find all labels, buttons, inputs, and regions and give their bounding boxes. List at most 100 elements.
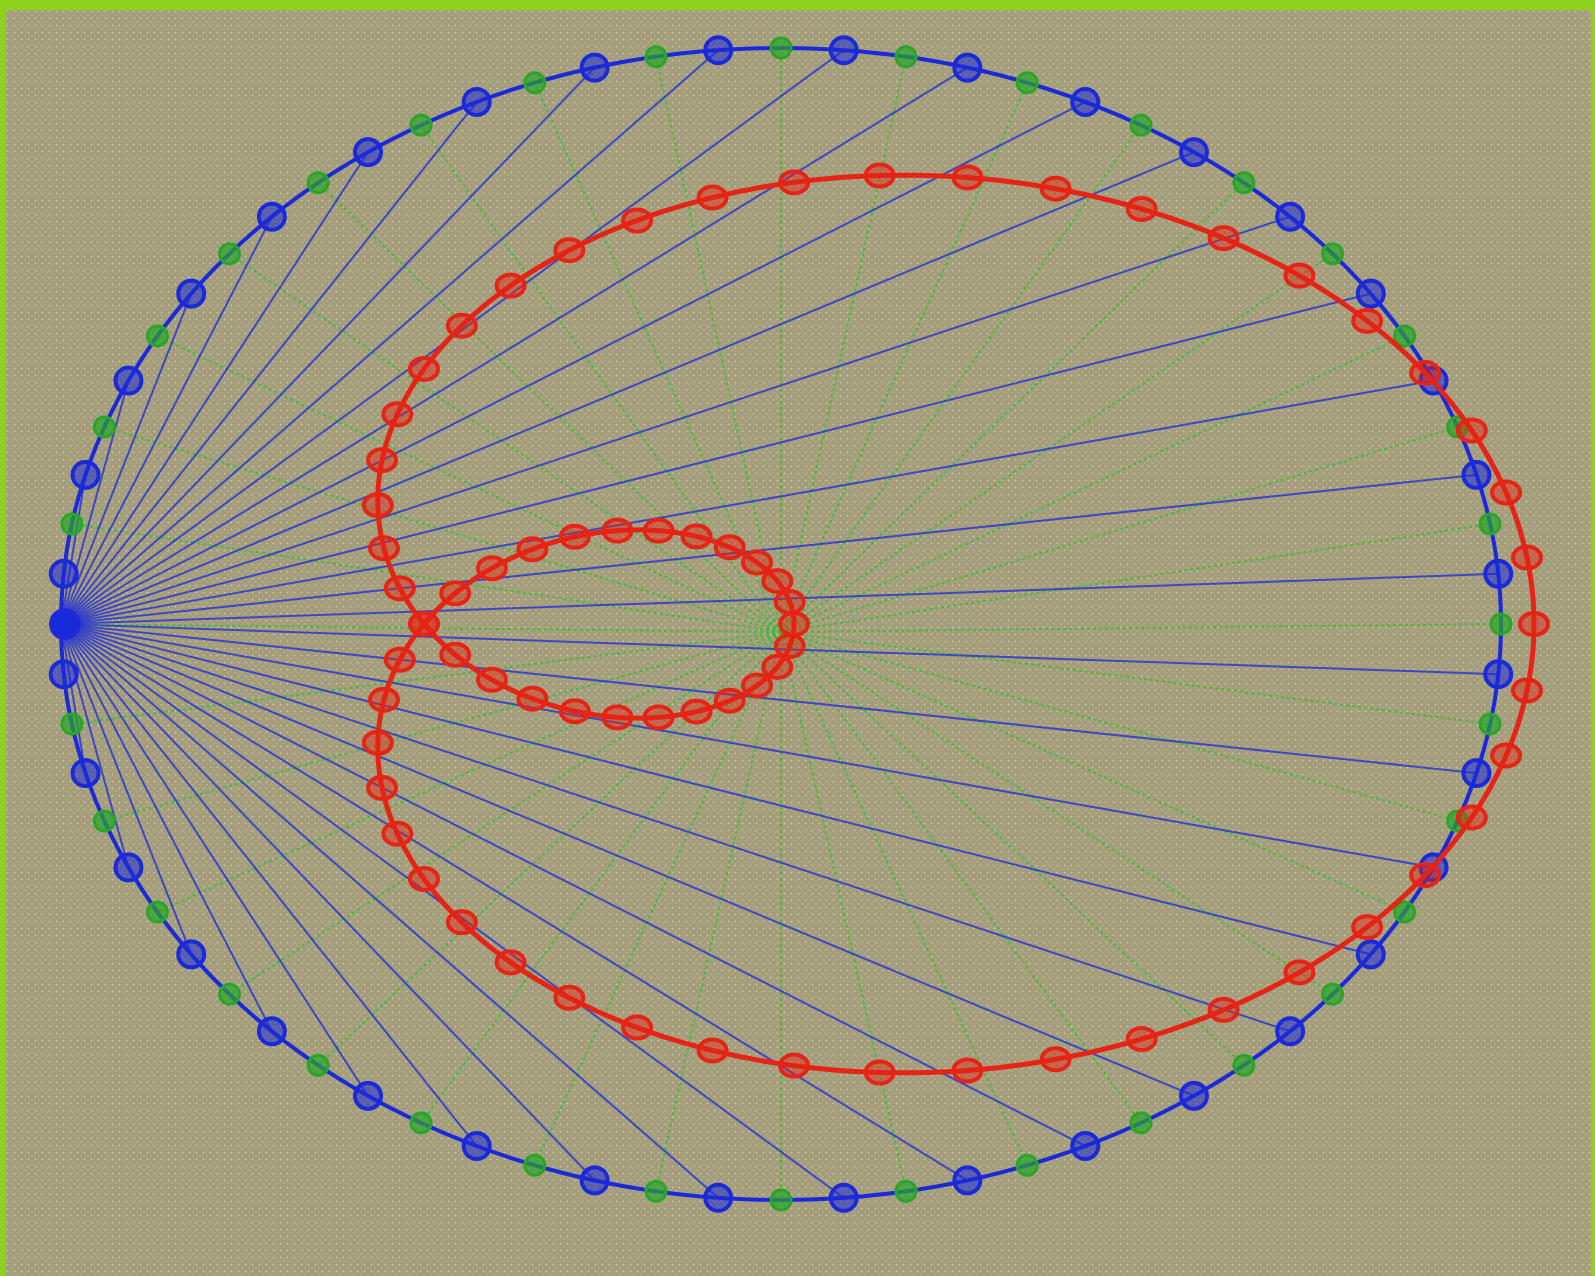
curve-point (1409, 862, 1442, 889)
pole-ray (60, 215, 1291, 625)
curve-point (1455, 417, 1488, 444)
curve-point (778, 1052, 810, 1079)
midpoint (1232, 1053, 1256, 1077)
center-ray (317, 631, 782, 1066)
midpoint (523, 71, 547, 95)
curve-point (1490, 479, 1523, 506)
center-ray (533, 631, 782, 1166)
center-ray (780, 56, 908, 633)
pole-ray (60, 623, 596, 1182)
pole-ray (60, 572, 1499, 625)
base-point (1275, 201, 1306, 232)
base-point (1483, 558, 1514, 589)
curve-point (558, 698, 591, 725)
base-point (176, 939, 207, 970)
midpoint (1393, 900, 1417, 924)
curve-point (439, 580, 472, 607)
pole-ray (60, 151, 1195, 625)
pole-ray (60, 379, 1434, 625)
curve-point (381, 401, 414, 428)
pole-ray (60, 623, 1499, 676)
base-point (828, 1182, 859, 1213)
curve-point (1351, 307, 1384, 334)
center-ray (420, 124, 782, 633)
curve-point (1283, 262, 1316, 289)
curve-point (361, 729, 394, 756)
curve-point (761, 568, 794, 595)
curve-point (445, 909, 478, 936)
base-point (353, 137, 384, 168)
curve-point (1125, 1026, 1158, 1053)
curve-point (713, 534, 746, 561)
center-ray (780, 124, 1142, 633)
base-point (828, 35, 859, 66)
curve-point (863, 1059, 896, 1086)
curve-point (601, 517, 634, 544)
curve-point (1207, 225, 1240, 252)
pole-ray (60, 623, 968, 1182)
curve-point (553, 984, 586, 1011)
curve-point (773, 588, 806, 615)
midpoint (92, 809, 116, 833)
pole-ray (60, 66, 596, 625)
center-ray (228, 631, 782, 996)
curve-point (1510, 544, 1543, 571)
midpoint (644, 1179, 668, 1203)
base-point (1483, 659, 1514, 690)
curve-point (553, 237, 586, 264)
pole-ray (60, 623, 369, 1097)
base-point (113, 852, 144, 883)
curve-point (601, 704, 634, 731)
midpoint (523, 1153, 547, 1177)
midpoint (1489, 612, 1513, 636)
pole-ray (60, 623, 273, 1032)
midpoint (306, 1053, 330, 1077)
pole-ray (60, 292, 1372, 625)
base-points-group (48, 35, 1514, 1213)
midpoint (1321, 982, 1345, 1006)
center-ray (654, 56, 782, 633)
base-point (461, 86, 492, 117)
center-ray (533, 82, 782, 633)
curve-point (408, 866, 440, 892)
base-point (703, 1182, 734, 1213)
pole-ray (60, 216, 273, 625)
midpoint (60, 712, 84, 736)
curve-point (773, 633, 806, 660)
pole-ray (60, 623, 478, 1147)
base-point (952, 52, 983, 83)
base-point (579, 1165, 610, 1196)
pole-ray (60, 293, 193, 625)
pole-ray (60, 623, 1477, 775)
curve-point (1039, 175, 1072, 202)
midpoint (644, 45, 668, 69)
midpoint (1478, 712, 1502, 736)
curve-point (1490, 742, 1523, 769)
curve-point (494, 949, 527, 976)
midpoint (92, 415, 116, 439)
midpoint (306, 171, 330, 195)
base-point (256, 201, 287, 232)
pole-ray (60, 101, 1086, 625)
curve-point (741, 549, 774, 576)
center-ray (780, 623, 1502, 633)
curve-point (621, 1014, 654, 1041)
pole-ray (60, 151, 369, 625)
base-point (579, 52, 610, 83)
curve-point (696, 184, 729, 211)
pole-ray (60, 623, 1291, 1033)
base-point (1070, 1131, 1101, 1162)
base-point (70, 459, 101, 490)
curve-point (642, 704, 675, 731)
curve-point (621, 207, 654, 234)
curve-point (494, 272, 527, 299)
center-ray (780, 631, 1245, 1066)
curve-point (381, 820, 414, 847)
curve-point (475, 666, 508, 693)
curve-point (761, 653, 794, 680)
midpoint (894, 1179, 918, 1203)
curve-point (680, 523, 713, 550)
curve-point (408, 356, 440, 382)
midpoint (60, 512, 84, 536)
